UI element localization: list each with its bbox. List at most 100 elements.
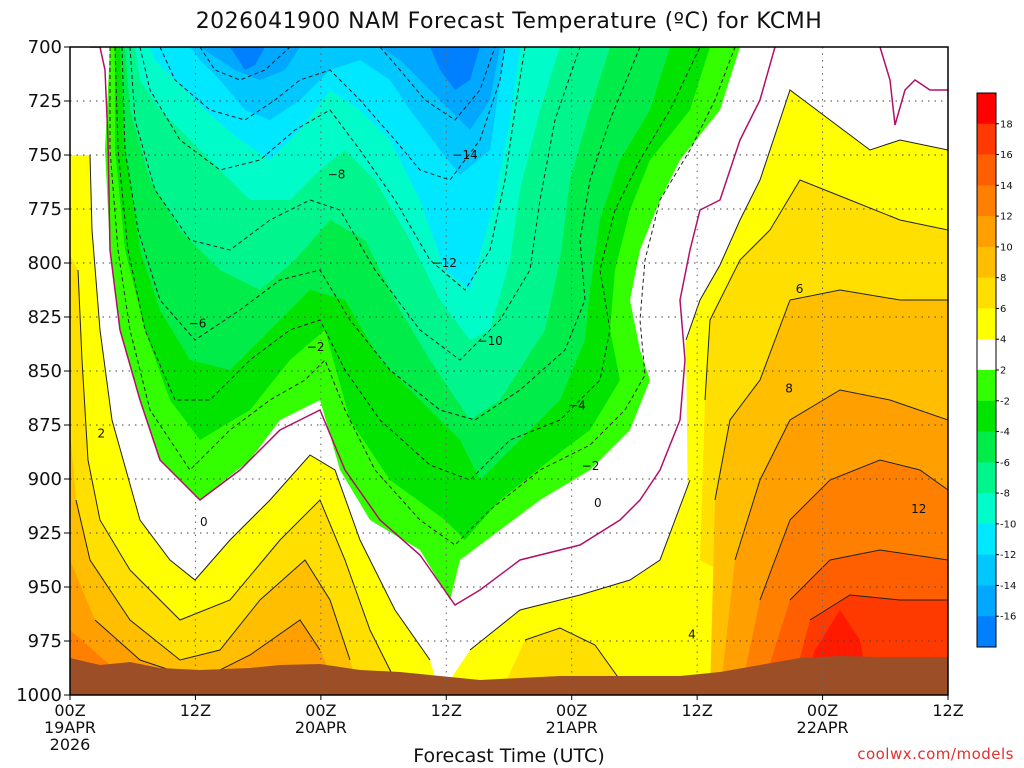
colorbar-label: 12 bbox=[1000, 212, 1013, 223]
colorbar-label: -4 bbox=[1000, 427, 1010, 438]
colorbar-label: 10 bbox=[1000, 242, 1013, 253]
contour-label: −4 bbox=[568, 399, 586, 413]
colorbar-swatch bbox=[977, 154, 996, 186]
colorbar-swatch bbox=[977, 493, 996, 525]
x-tick-label: 12Z bbox=[431, 701, 462, 720]
x-axis-label: Forecast Time (UTC) bbox=[413, 745, 604, 767]
contour-plus8-right bbox=[734, 389, 948, 561]
colorbar-label: -12 bbox=[1000, 550, 1016, 561]
contour-plus14-right bbox=[809, 594, 948, 621]
contour-minus4 bbox=[114, 47, 701, 481]
x-tick-label: 12Z bbox=[681, 701, 712, 720]
y-tick-label: 925 bbox=[28, 523, 62, 544]
contour-label: 6 bbox=[796, 282, 804, 296]
x-tick-label: 12Z bbox=[180, 701, 211, 720]
y-axis: 700 725 750 775 800 825 850 875 900 925 950 975 1000 bbox=[16, 37, 70, 706]
contour-label: 0 bbox=[594, 496, 602, 510]
grid-lines bbox=[70, 47, 948, 695]
colorbar-swatch bbox=[977, 93, 996, 125]
contour-minus8 bbox=[129, 47, 581, 361]
credit-text: coolwx.com/models bbox=[857, 745, 1014, 763]
x-tick-label: 12Z bbox=[932, 701, 963, 720]
y-tick-label: 775 bbox=[28, 199, 62, 220]
colorbar-swatch bbox=[977, 123, 996, 156]
contour-label: −2 bbox=[582, 459, 600, 473]
colorbar-swatch bbox=[977, 339, 996, 371]
warm-left-yellow bbox=[70, 155, 440, 695]
colorbar-swatch bbox=[977, 216, 996, 248]
contour-zero-right bbox=[879, 47, 948, 126]
colorbar-label: -14 bbox=[1000, 581, 1016, 592]
contour-lines bbox=[75, 47, 948, 691]
x-tick-label: 19APR bbox=[44, 718, 96, 737]
x-tick-label: 00Z bbox=[54, 701, 85, 720]
contour-plus6-left bbox=[75, 499, 351, 661]
y-tick-label: 1000 bbox=[16, 685, 62, 706]
colorbar-swatch bbox=[977, 185, 996, 217]
contour-minus14 bbox=[199, 47, 496, 121]
contour-label: −2 bbox=[307, 340, 325, 354]
contour-labels: −14 −12 −10 −8 −6 −4 −2 −2 0 0 2 4 6 8 12 bbox=[98, 148, 927, 642]
contour-plus8-left bbox=[94, 619, 321, 681]
x-tick-label: 00Z bbox=[556, 701, 587, 720]
x-tick-label: 21APR bbox=[546, 718, 598, 737]
contour-plus2-right bbox=[685, 89, 948, 341]
contour-zero-left bbox=[90, 47, 776, 607]
colorbar-label: 8 bbox=[1000, 273, 1006, 284]
colorbar-label: 16 bbox=[1000, 150, 1013, 161]
contour-plus6-right bbox=[714, 289, 948, 501]
contour-plus2-left bbox=[89, 154, 431, 661]
contour-minus10 bbox=[139, 47, 526, 291]
y-tick-label: 700 bbox=[28, 37, 62, 58]
y-tick-label: 800 bbox=[28, 253, 62, 274]
y-tick-label: 975 bbox=[28, 631, 62, 652]
terrain-ground bbox=[70, 656, 948, 695]
y-tick-label: 750 bbox=[28, 145, 62, 166]
colorbar-swatch bbox=[977, 616, 996, 648]
contour-minus2 bbox=[109, 47, 736, 546]
colorbar-label: -2 bbox=[1000, 396, 1010, 407]
colorbar-label: -16 bbox=[1000, 612, 1016, 623]
contour-plus2-mid bbox=[469, 479, 691, 651]
colorbar-swatch bbox=[977, 277, 996, 309]
contour-label: −12 bbox=[432, 256, 457, 270]
colorbar-swatch bbox=[977, 246, 996, 279]
contour-label: 0 bbox=[200, 515, 208, 529]
colorbar-swatch bbox=[977, 431, 996, 463]
colorbar-label: -8 bbox=[1000, 489, 1010, 500]
x-tick-label: 00Z bbox=[807, 701, 838, 720]
colorbar-label: 18 bbox=[1000, 119, 1013, 130]
y-tick-label: 950 bbox=[28, 577, 62, 598]
contour-label: 2 bbox=[98, 427, 106, 441]
cold-deep-blue bbox=[230, 47, 480, 90]
colorbar-label: -10 bbox=[1000, 519, 1016, 530]
colorbar-label: -6 bbox=[1000, 458, 1010, 469]
colorbar-label: 6 bbox=[1000, 304, 1006, 315]
colorbar-label: 14 bbox=[1000, 181, 1013, 192]
colorbar: 18 16 14 12 10 8 6 4 2 -2 -4 -6 -8 -10 -12 -14 -16 bbox=[976, 92, 1016, 648]
contour-label: −14 bbox=[452, 148, 477, 162]
y-tick-label: 825 bbox=[28, 307, 62, 328]
cold-blue bbox=[200, 47, 500, 130]
colorbar-swatch bbox=[977, 462, 996, 494]
contour-label: 12 bbox=[911, 502, 926, 516]
colorbar-swatch bbox=[977, 585, 996, 617]
x-tick-label: 22APR bbox=[797, 718, 849, 737]
colorbar-label: 2 bbox=[1000, 366, 1006, 377]
contour-plus4-right bbox=[704, 179, 948, 401]
contour-label: −8 bbox=[328, 167, 346, 181]
contour-plus4-left bbox=[77, 269, 401, 691]
colorbar-swatch bbox=[977, 370, 996, 402]
colorbar-swatch bbox=[977, 554, 996, 586]
x-tick-label: 20APR bbox=[295, 718, 347, 737]
colorbar-swatch bbox=[977, 308, 996, 340]
contour-label: −6 bbox=[189, 316, 207, 330]
y-tick-label: 725 bbox=[28, 91, 62, 112]
y-tick-label: 875 bbox=[28, 415, 62, 436]
x-tick-label: 2026 bbox=[50, 735, 91, 754]
colorbar-swatch bbox=[977, 523, 996, 556]
warm-mid-yellow bbox=[440, 480, 700, 695]
contour-label: 4 bbox=[688, 628, 696, 642]
